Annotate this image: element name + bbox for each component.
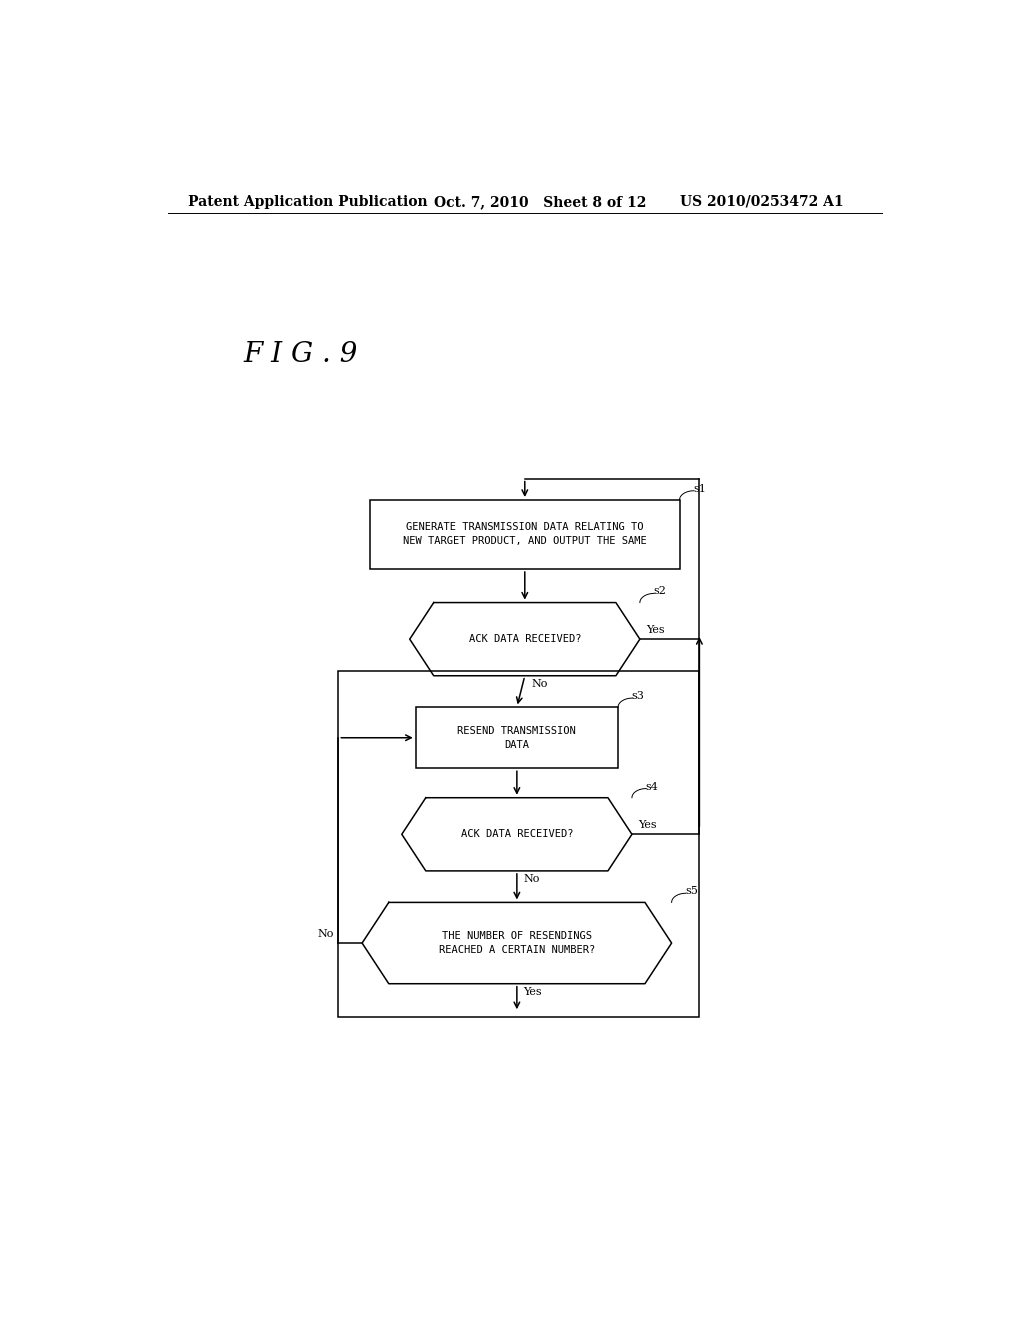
- Text: ACK DATA RECEIVED?: ACK DATA RECEIVED?: [461, 829, 573, 840]
- Text: THE NUMBER OF RESENDINGS
REACHED A CERTAIN NUMBER?: THE NUMBER OF RESENDINGS REACHED A CERTA…: [438, 931, 595, 956]
- Text: Yes: Yes: [646, 626, 665, 635]
- Bar: [338, 671, 699, 1018]
- Bar: [416, 708, 618, 768]
- Text: s1: s1: [693, 484, 706, 494]
- Text: s5: s5: [685, 886, 698, 896]
- Text: Patent Application Publication: Patent Application Publication: [187, 195, 427, 209]
- Text: s4: s4: [645, 781, 658, 792]
- Text: No: No: [523, 874, 540, 884]
- Text: s3: s3: [632, 692, 644, 701]
- Text: GENERATE TRANSMISSION DATA RELATING TO
NEW TARGET PRODUCT, AND OUTPUT THE SAME: GENERATE TRANSMISSION DATA RELATING TO N…: [402, 523, 647, 546]
- Text: No: No: [531, 678, 548, 689]
- Text: US 2010/0253472 A1: US 2010/0253472 A1: [680, 195, 843, 209]
- Text: No: No: [318, 929, 334, 939]
- Text: RESEND TRANSMISSION
DATA: RESEND TRANSMISSION DATA: [458, 726, 577, 750]
- Text: F I G . 9: F I G . 9: [243, 342, 357, 368]
- Text: ACK DATA RECEIVED?: ACK DATA RECEIVED?: [469, 634, 581, 644]
- Bar: [370, 500, 680, 569]
- Text: s2: s2: [653, 586, 667, 597]
- Text: Yes: Yes: [523, 987, 542, 997]
- Text: Oct. 7, 2010   Sheet 8 of 12: Oct. 7, 2010 Sheet 8 of 12: [433, 195, 646, 209]
- Text: Yes: Yes: [638, 820, 657, 830]
